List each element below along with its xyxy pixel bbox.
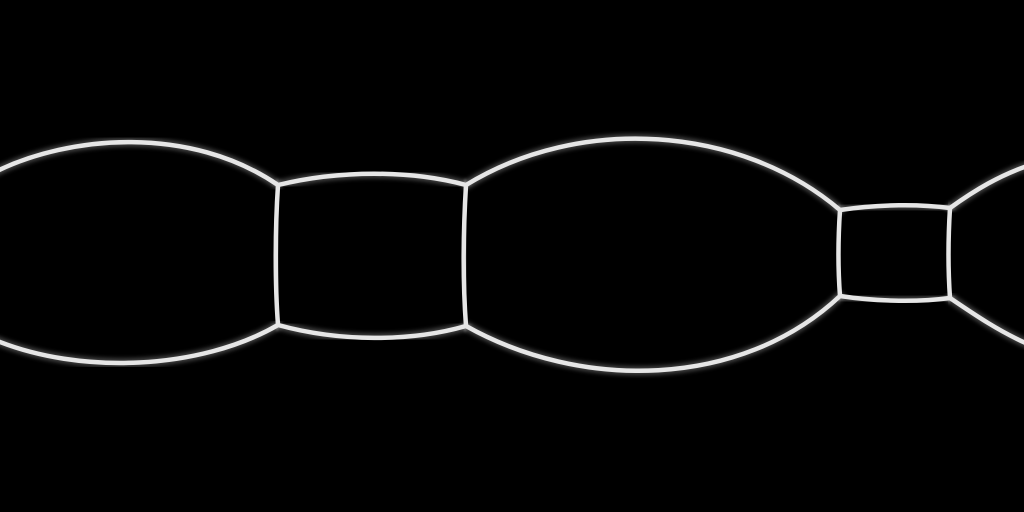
wall-3 bbox=[836, 207, 843, 299]
outline-glow bbox=[0, 134, 1024, 376]
small-chamber-1-top bbox=[275, 171, 469, 188]
right-lobe-bottom-edge bbox=[947, 295, 1024, 345]
right-lobe-top-edge bbox=[947, 164, 1024, 211]
wall-1 bbox=[273, 182, 281, 328]
large-lobe-bottom-edge-glow bbox=[461, 291, 845, 376]
left-lobe-bottom-edge bbox=[0, 322, 281, 366]
small-chamber-1-bottom bbox=[275, 322, 469, 341]
wall-2 bbox=[461, 182, 469, 329]
small-chamber-2-top bbox=[837, 202, 953, 213]
large-lobe-bottom-edge bbox=[463, 293, 843, 373]
large-lobe-top-edge bbox=[463, 136, 843, 213]
wall-4 bbox=[946, 205, 953, 301]
small-chamber-2-bottom bbox=[837, 293, 953, 304]
outline-core bbox=[0, 136, 1024, 373]
left-lobe-top-edge bbox=[0, 139, 281, 188]
